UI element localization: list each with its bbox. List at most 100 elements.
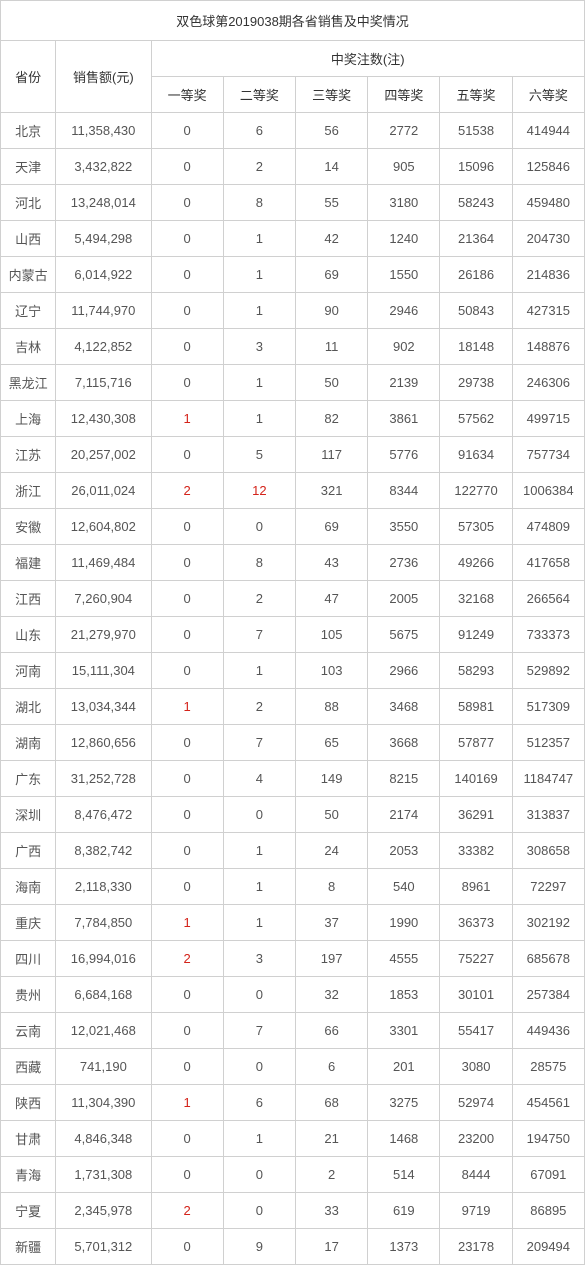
cell-p3: 321 bbox=[295, 473, 367, 509]
cell-p6: 302192 bbox=[512, 905, 584, 941]
table-row: 山西5,494,2980142124021364204730 bbox=[1, 221, 585, 257]
cell-p4: 1990 bbox=[368, 905, 440, 941]
cell-p3: 43 bbox=[295, 545, 367, 581]
cell-p2: 2 bbox=[223, 149, 295, 185]
cell-p5: 91634 bbox=[440, 437, 512, 473]
table-row: 内蒙古6,014,9220169155026186214836 bbox=[1, 257, 585, 293]
cell-p5: 9719 bbox=[440, 1193, 512, 1229]
cell-p1: 2 bbox=[151, 473, 223, 509]
cell-p1: 0 bbox=[151, 1121, 223, 1157]
cell-p6: 194750 bbox=[512, 1121, 584, 1157]
cell-sales: 741,190 bbox=[56, 1049, 151, 1085]
cell-p6: 67091 bbox=[512, 1157, 584, 1193]
cell-province: 河北 bbox=[1, 185, 56, 221]
cell-p1: 0 bbox=[151, 761, 223, 797]
cell-p4: 3180 bbox=[368, 185, 440, 221]
table-row: 贵州6,684,1680032185330101257384 bbox=[1, 977, 585, 1013]
cell-p4: 2966 bbox=[368, 653, 440, 689]
cell-p4: 3861 bbox=[368, 401, 440, 437]
table-row: 辽宁11,744,9700190294650843427315 bbox=[1, 293, 585, 329]
cell-p2: 1 bbox=[223, 833, 295, 869]
cell-p2: 0 bbox=[223, 1049, 295, 1085]
table-row: 浙江26,011,02421232183441227701006384 bbox=[1, 473, 585, 509]
cell-p1: 0 bbox=[151, 833, 223, 869]
cell-p4: 1853 bbox=[368, 977, 440, 1013]
cell-sales: 20,257,002 bbox=[56, 437, 151, 473]
table-row: 天津3,432,822021490515096125846 bbox=[1, 149, 585, 185]
cell-p1: 0 bbox=[151, 797, 223, 833]
table-row: 陕西11,304,3901668327552974454561 bbox=[1, 1085, 585, 1121]
cell-p4: 2053 bbox=[368, 833, 440, 869]
cell-p2: 1 bbox=[223, 365, 295, 401]
col-prize-2: 二等奖 bbox=[223, 77, 295, 113]
cell-p1: 0 bbox=[151, 113, 223, 149]
cell-p5: 57562 bbox=[440, 401, 512, 437]
cell-sales: 3,432,822 bbox=[56, 149, 151, 185]
table-row: 北京11,358,4300656277251538414944 bbox=[1, 113, 585, 149]
cell-p3: 2 bbox=[295, 1157, 367, 1193]
cell-p5: 57877 bbox=[440, 725, 512, 761]
cell-sales: 15,111,304 bbox=[56, 653, 151, 689]
cell-province: 江苏 bbox=[1, 437, 56, 473]
cell-p6: 417658 bbox=[512, 545, 584, 581]
cell-p6: 512357 bbox=[512, 725, 584, 761]
cell-p4: 1240 bbox=[368, 221, 440, 257]
cell-p6: 454561 bbox=[512, 1085, 584, 1121]
cell-p4: 2005 bbox=[368, 581, 440, 617]
cell-p5: 33382 bbox=[440, 833, 512, 869]
cell-p4: 3468 bbox=[368, 689, 440, 725]
table-row: 重庆7,784,8501137199036373302192 bbox=[1, 905, 585, 941]
table-row: 安徽12,604,8020069355057305474809 bbox=[1, 509, 585, 545]
cell-sales: 4,846,348 bbox=[56, 1121, 151, 1157]
cell-p1: 0 bbox=[151, 1013, 223, 1049]
col-prize-group: 中奖注数(注) bbox=[151, 41, 585, 77]
cell-p5: 75227 bbox=[440, 941, 512, 977]
cell-p2: 7 bbox=[223, 617, 295, 653]
cell-sales: 7,260,904 bbox=[56, 581, 151, 617]
cell-p2: 2 bbox=[223, 581, 295, 617]
cell-p5: 51538 bbox=[440, 113, 512, 149]
cell-sales: 2,345,978 bbox=[56, 1193, 151, 1229]
cell-province: 广东 bbox=[1, 761, 56, 797]
cell-province: 重庆 bbox=[1, 905, 56, 941]
table-title: 双色球第2019038期各省销售及中奖情况 bbox=[1, 1, 585, 41]
cell-p3: 8 bbox=[295, 869, 367, 905]
cell-p4: 5776 bbox=[368, 437, 440, 473]
cell-p5: 57305 bbox=[440, 509, 512, 545]
cell-p2: 3 bbox=[223, 941, 295, 977]
col-prize-5: 五等奖 bbox=[440, 77, 512, 113]
cell-p5: 52974 bbox=[440, 1085, 512, 1121]
cell-p3: 6 bbox=[295, 1049, 367, 1085]
cell-p6: 28575 bbox=[512, 1049, 584, 1085]
cell-p1: 0 bbox=[151, 185, 223, 221]
cell-p1: 1 bbox=[151, 905, 223, 941]
table-row: 黑龙江7,115,7160150213929738246306 bbox=[1, 365, 585, 401]
cell-p5: 50843 bbox=[440, 293, 512, 329]
cell-province: 北京 bbox=[1, 113, 56, 149]
cell-p3: 37 bbox=[295, 905, 367, 941]
cell-province: 贵州 bbox=[1, 977, 56, 1013]
cell-p5: 140169 bbox=[440, 761, 512, 797]
cell-p4: 8215 bbox=[368, 761, 440, 797]
cell-province: 广西 bbox=[1, 833, 56, 869]
cell-p1: 0 bbox=[151, 509, 223, 545]
cell-p4: 201 bbox=[368, 1049, 440, 1085]
cell-p5: 15096 bbox=[440, 149, 512, 185]
cell-sales: 21,279,970 bbox=[56, 617, 151, 653]
cell-p2: 0 bbox=[223, 1157, 295, 1193]
cell-p5: 18148 bbox=[440, 329, 512, 365]
cell-province: 湖南 bbox=[1, 725, 56, 761]
cell-p3: 50 bbox=[295, 365, 367, 401]
cell-p6: 1006384 bbox=[512, 473, 584, 509]
table-row: 云南12,021,4680766330155417449436 bbox=[1, 1013, 585, 1049]
table-row: 江苏20,257,00205117577691634757734 bbox=[1, 437, 585, 473]
cell-p6: 86895 bbox=[512, 1193, 584, 1229]
cell-p3: 88 bbox=[295, 689, 367, 725]
cell-p3: 82 bbox=[295, 401, 367, 437]
cell-p1: 0 bbox=[151, 365, 223, 401]
cell-p3: 32 bbox=[295, 977, 367, 1013]
cell-p2: 0 bbox=[223, 509, 295, 545]
cell-p3: 66 bbox=[295, 1013, 367, 1049]
cell-p3: 105 bbox=[295, 617, 367, 653]
cell-sales: 5,494,298 bbox=[56, 221, 151, 257]
